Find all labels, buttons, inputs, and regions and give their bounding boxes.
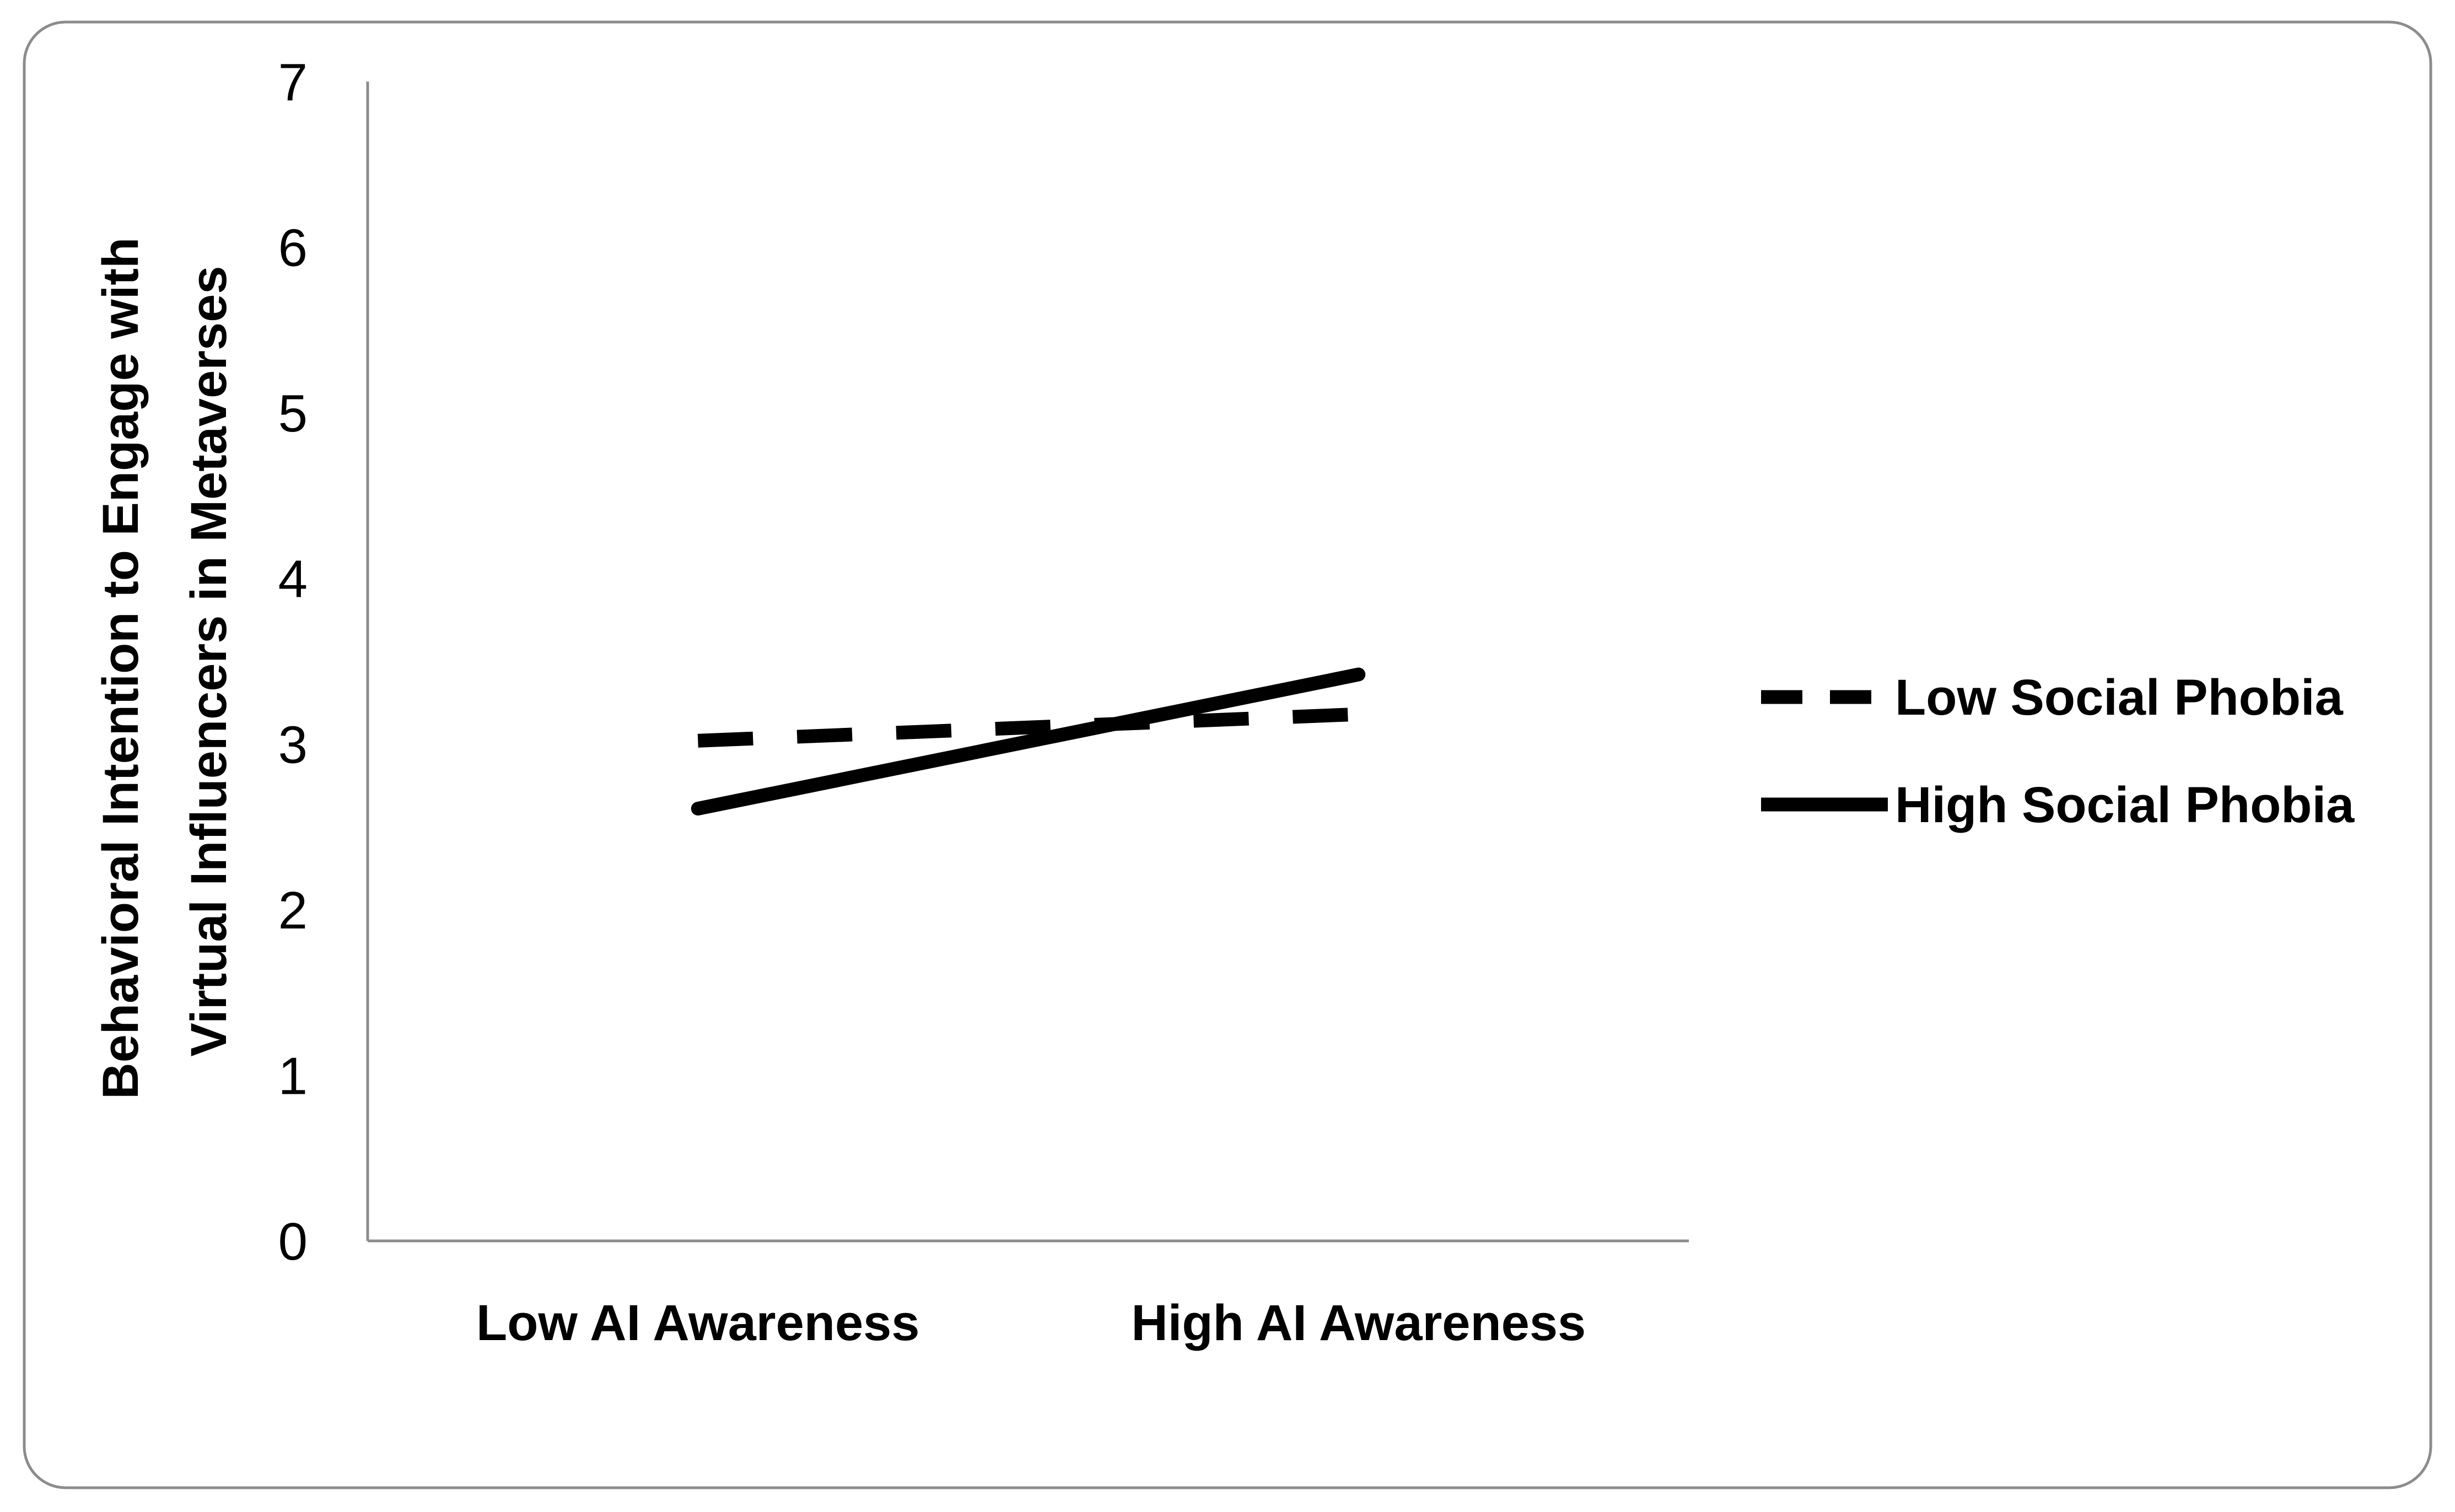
x-tick-label-1: Low AI Awareness [476,1295,919,1351]
x-tick-labels: Low AI Awareness High AI Awareness [476,1295,1586,1351]
y-tick-label-7: 7 [278,53,308,112]
y-tick-label-0: 0 [278,1212,308,1271]
y-tick-label-1: 1 [278,1046,308,1105]
legend-label-1: Low Social Phobia [1895,669,2344,726]
y-axis-title: Behavioral Intention to Engage with Virt… [93,223,237,1099]
x-tick-label-2: High AI Awareness [1131,1295,1586,1351]
y-tick-label-5: 5 [278,384,308,443]
y-axis-title-line-2: Virtual Influencers in Metaverses [181,266,237,1056]
legend: Low Social Phobia High Social Phobia [1761,669,2355,833]
legend-label-2: High Social Phobia [1895,777,2355,833]
series-layer [691,667,1366,816]
y-tick-label-3: 3 [278,715,308,774]
plot-area [366,82,1689,1243]
y-tick-label-2: 2 [278,881,308,940]
y-tick-label-6: 6 [278,219,308,278]
y-tick-label-4: 4 [278,550,308,609]
y-axis-title-line-1: Behavioral Intention to Engage with [93,237,149,1099]
series-line-low-social-phobia [697,707,1359,748]
chart-border [23,20,2432,1489]
y-tick-labels: 0 1 2 3 4 5 6 7 [278,53,308,1271]
series-line-high-social-phobia [691,667,1366,816]
